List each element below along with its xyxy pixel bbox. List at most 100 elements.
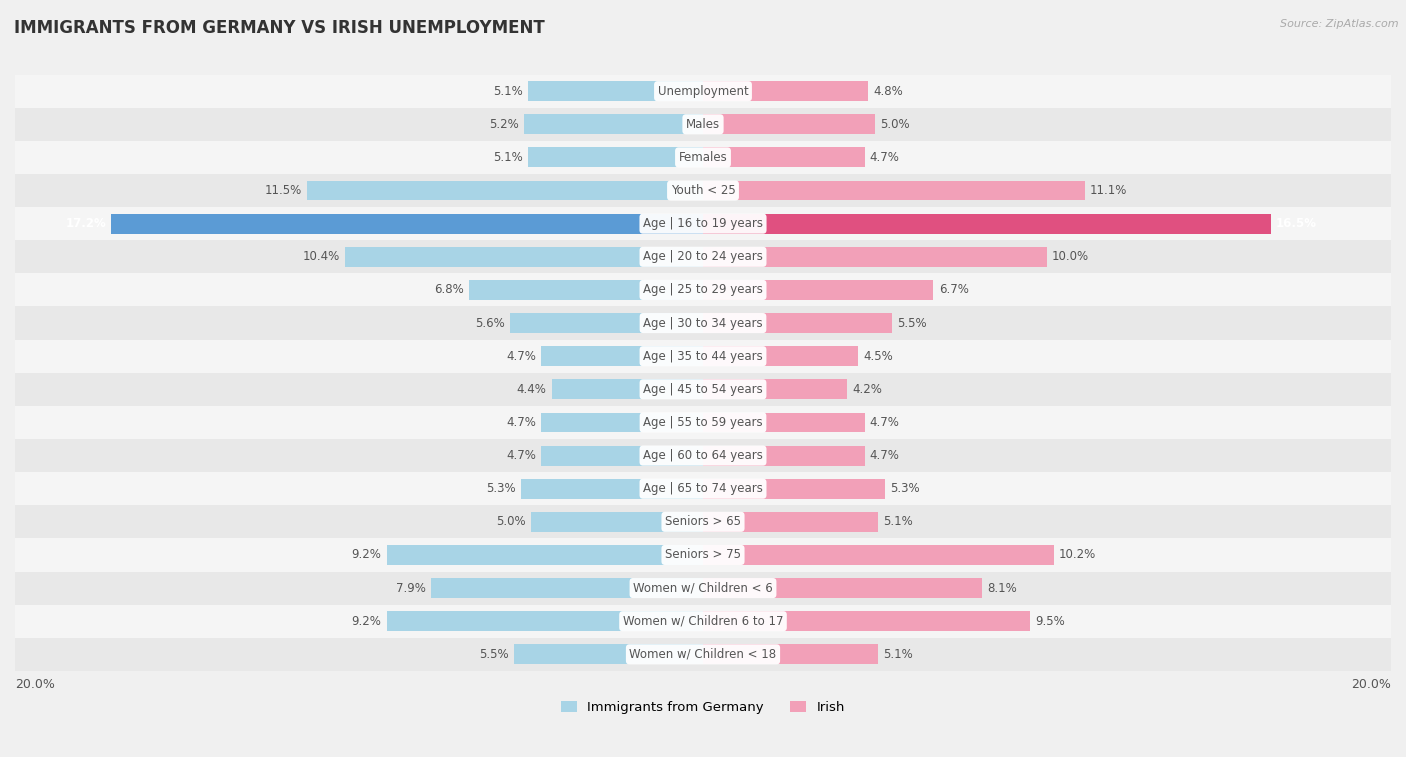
Bar [387,545,703,565]
Bar [15,107,1391,141]
Text: 4.7%: 4.7% [506,416,536,429]
Bar [703,148,865,167]
Text: Unemployment: Unemployment [658,85,748,98]
Text: 4.7%: 4.7% [506,449,536,462]
Bar [541,413,703,432]
Text: 5.3%: 5.3% [890,482,920,495]
Text: 5.1%: 5.1% [492,151,523,164]
Bar [541,446,703,466]
Bar [15,572,1391,605]
Bar [346,247,703,266]
Text: 5.0%: 5.0% [880,118,910,131]
Bar [703,611,1029,631]
Bar [15,472,1391,505]
Text: 9.2%: 9.2% [352,549,381,562]
Bar [15,637,1391,671]
Bar [703,213,1271,234]
Bar [15,174,1391,207]
Text: 16.5%: 16.5% [1275,217,1317,230]
Bar [510,313,703,333]
Bar [111,213,703,234]
Text: Females: Females [679,151,727,164]
Bar [703,114,875,134]
Text: Age | 65 to 74 years: Age | 65 to 74 years [643,482,763,495]
Bar [513,644,703,664]
Bar [703,247,1047,266]
Text: 7.9%: 7.9% [396,581,426,594]
Bar [527,148,703,167]
Text: IMMIGRANTS FROM GERMANY VS IRISH UNEMPLOYMENT: IMMIGRANTS FROM GERMANY VS IRISH UNEMPLO… [14,19,544,37]
Text: 11.1%: 11.1% [1090,184,1128,197]
Bar [703,478,886,499]
Text: 4.7%: 4.7% [870,449,900,462]
Text: Age | 35 to 44 years: Age | 35 to 44 years [643,350,763,363]
Bar [703,346,858,366]
Text: Age | 60 to 64 years: Age | 60 to 64 years [643,449,763,462]
Text: 6.7%: 6.7% [939,283,969,297]
Text: 10.4%: 10.4% [302,251,340,263]
Text: Age | 16 to 19 years: Age | 16 to 19 years [643,217,763,230]
Bar [703,578,981,598]
Bar [703,446,865,466]
Bar [524,114,703,134]
Text: Youth < 25: Youth < 25 [671,184,735,197]
Bar [703,545,1054,565]
Text: Women w/ Children 6 to 17: Women w/ Children 6 to 17 [623,615,783,628]
Bar [308,181,703,201]
Text: 5.1%: 5.1% [883,516,914,528]
Bar [703,379,848,399]
Text: 20.0%: 20.0% [1351,678,1391,691]
Bar [15,307,1391,340]
Bar [15,505,1391,538]
Bar [15,273,1391,307]
Bar [15,372,1391,406]
Bar [703,280,934,300]
Text: 4.4%: 4.4% [516,383,547,396]
Text: Age | 55 to 59 years: Age | 55 to 59 years [643,416,763,429]
Bar [15,538,1391,572]
Text: 4.8%: 4.8% [873,85,903,98]
Bar [703,81,868,101]
Bar [15,240,1391,273]
Bar [531,512,703,531]
Legend: Immigrants from Germany, Irish: Immigrants from Germany, Irish [561,700,845,714]
Bar [703,181,1085,201]
Text: 20.0%: 20.0% [15,678,55,691]
Text: Age | 25 to 29 years: Age | 25 to 29 years [643,283,763,297]
Text: 17.2%: 17.2% [66,217,107,230]
Bar [551,379,703,399]
Text: Women w/ Children < 18: Women w/ Children < 18 [630,648,776,661]
Text: 4.7%: 4.7% [506,350,536,363]
Text: 5.1%: 5.1% [883,648,914,661]
Bar [15,207,1391,240]
Text: Age | 20 to 24 years: Age | 20 to 24 years [643,251,763,263]
Text: 5.1%: 5.1% [492,85,523,98]
Text: 4.5%: 4.5% [863,350,893,363]
Bar [15,75,1391,107]
Text: Source: ZipAtlas.com: Source: ZipAtlas.com [1281,19,1399,29]
Bar [15,605,1391,637]
Bar [15,141,1391,174]
Text: 10.0%: 10.0% [1052,251,1090,263]
Bar [527,81,703,101]
Text: Age | 30 to 34 years: Age | 30 to 34 years [643,316,763,329]
Bar [432,578,703,598]
Text: 5.0%: 5.0% [496,516,526,528]
Text: 10.2%: 10.2% [1059,549,1097,562]
Bar [15,439,1391,472]
Bar [703,413,865,432]
Bar [520,478,703,499]
Bar [703,313,893,333]
Text: 11.5%: 11.5% [264,184,302,197]
Text: 4.7%: 4.7% [870,416,900,429]
Text: 9.2%: 9.2% [352,615,381,628]
Text: Women w/ Children < 6: Women w/ Children < 6 [633,581,773,594]
Text: 5.5%: 5.5% [897,316,927,329]
Text: 9.5%: 9.5% [1035,615,1064,628]
Text: 5.2%: 5.2% [489,118,519,131]
Text: Age | 45 to 54 years: Age | 45 to 54 years [643,383,763,396]
Text: Seniors > 65: Seniors > 65 [665,516,741,528]
Bar [15,406,1391,439]
Text: 5.5%: 5.5% [479,648,509,661]
Bar [387,611,703,631]
